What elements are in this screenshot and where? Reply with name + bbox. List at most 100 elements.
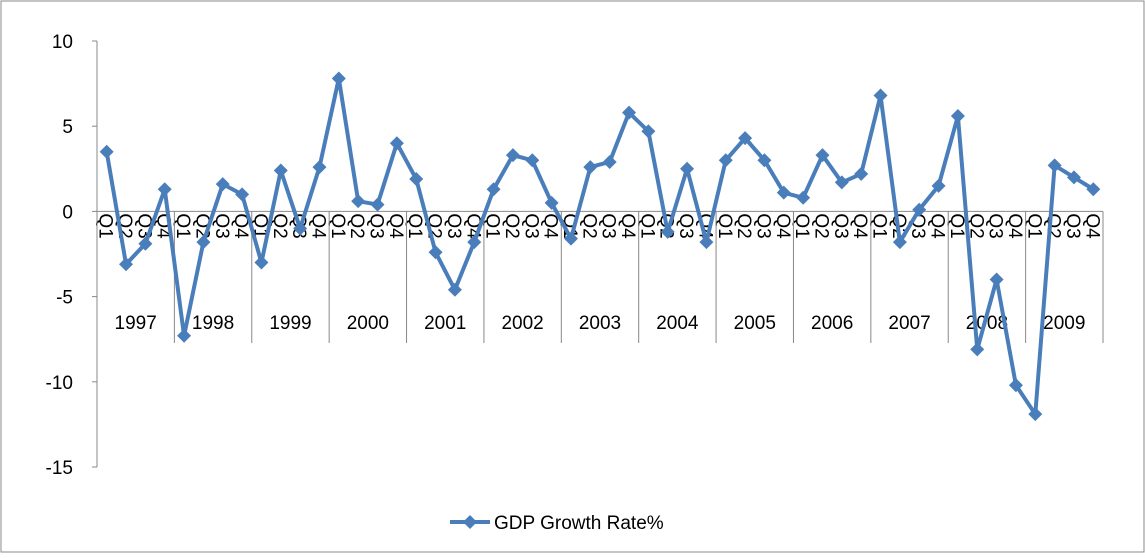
data-point: [660, 224, 675, 239]
data-point: [447, 282, 462, 297]
x-group-label: 2005: [734, 313, 776, 334]
x-tick-label: Q2: [733, 213, 754, 238]
data-point: [873, 88, 888, 103]
data-point: [970, 342, 985, 357]
y-tick-label: 5: [62, 117, 73, 138]
x-tick-label: Q2: [346, 213, 367, 238]
data-point: [738, 131, 753, 146]
y-tick-label: 10: [52, 32, 73, 53]
x-tick-label: Q2: [269, 213, 290, 238]
x-group-label: 2009: [1043, 313, 1085, 334]
x-tick-label: Q3: [830, 213, 851, 238]
data-point: [177, 328, 192, 343]
data-point: [815, 148, 830, 163]
x-tick-label: Q3: [675, 213, 696, 238]
data-point: [99, 144, 114, 159]
data-point: [950, 108, 965, 123]
data-point: [138, 236, 153, 251]
data-point: [776, 185, 791, 200]
data-point: [157, 182, 172, 197]
data-point: [312, 160, 327, 175]
data-point: [757, 153, 772, 168]
x-group-label: 2001: [424, 313, 466, 334]
data-point: [428, 245, 443, 260]
data-point: [931, 178, 946, 193]
x-tick-label: Q2: [578, 213, 599, 238]
y-tick-label: -15: [46, 458, 73, 479]
data-point: [583, 160, 598, 175]
data-point: [389, 136, 404, 151]
y-tick-label: -5: [56, 288, 73, 309]
x-tick-label: Q3: [520, 213, 541, 238]
x-tick-label: Q3: [443, 213, 464, 238]
x-tick-label: Q3: [752, 213, 773, 238]
x-tick-label: Q1: [95, 213, 116, 238]
x-tick-label: Q1: [946, 213, 967, 238]
x-tick-label: Q1: [404, 213, 425, 238]
data-point: [293, 221, 308, 236]
data-point: [602, 154, 617, 169]
x-group-label: 2004: [656, 313, 699, 334]
data-point: [718, 153, 733, 168]
data-point: [912, 202, 927, 217]
x-tick-label: Q2: [965, 213, 986, 238]
y-tick-label: -10: [46, 373, 73, 394]
x-group-label: 1998: [192, 313, 234, 334]
x-tick-label: Q4: [230, 213, 251, 239]
data-point: [486, 182, 501, 197]
data-point: [1086, 182, 1101, 197]
x-group-label: 2006: [811, 313, 853, 334]
x-tick-label: Q4: [385, 213, 406, 239]
x-group-label: 1997: [115, 313, 157, 334]
data-point: [989, 272, 1004, 287]
data-point: [680, 161, 695, 176]
x-tick-label: Q4: [849, 213, 870, 239]
data-point: [370, 197, 385, 212]
data-point: [254, 255, 269, 270]
x-tick-label: Q3: [366, 213, 387, 238]
data-point: [622, 105, 637, 120]
data-point: [525, 153, 540, 168]
legend-label: GDP Growth Rate%: [494, 513, 664, 534]
x-tick-label: Q1: [482, 213, 503, 238]
x-tick-label: Q1: [172, 213, 193, 238]
x-tick-label: Q3: [211, 213, 232, 238]
x-group-label: 2002: [501, 313, 543, 334]
x-group-label: 2000: [347, 313, 389, 334]
data-point: [699, 235, 714, 250]
x-tick-label: Q3: [598, 213, 619, 238]
y-tick-label: 0: [62, 202, 73, 223]
x-tick-label: Q4: [617, 213, 638, 239]
data-point: [834, 175, 849, 190]
x-group-label: 2003: [579, 313, 621, 334]
x-tick-label: Q1: [869, 213, 890, 238]
data-point: [1066, 170, 1081, 185]
x-tick-label: Q2: [1043, 213, 1064, 238]
data-point: [1028, 407, 1043, 422]
x-tick-label: Q4: [540, 213, 561, 239]
data-point: [892, 235, 907, 250]
data-point: [544, 195, 559, 210]
data-point: [331, 71, 346, 86]
data-point: [351, 194, 366, 209]
series-line: [104, 76, 1095, 417]
data-point: [409, 172, 424, 187]
data-point: [196, 235, 211, 250]
x-tick-label: Q1: [327, 213, 348, 238]
x-tick-label: Q1: [1023, 213, 1044, 238]
data-point: [796, 190, 811, 205]
data-point: [235, 187, 250, 202]
data-point: [215, 177, 230, 192]
x-tick-label: Q4: [1004, 213, 1025, 239]
x-tick-label: Q4: [1081, 213, 1102, 239]
data-point: [505, 148, 520, 163]
x-tick-label: Q4: [772, 213, 793, 239]
data-point: [1047, 158, 1062, 173]
x-tick-label: Q1: [714, 213, 735, 238]
x-tick-label: Q1: [636, 213, 657, 238]
legend-marker: [463, 515, 477, 529]
x-tick-label: Q4: [927, 213, 948, 239]
data-point: [854, 166, 869, 181]
